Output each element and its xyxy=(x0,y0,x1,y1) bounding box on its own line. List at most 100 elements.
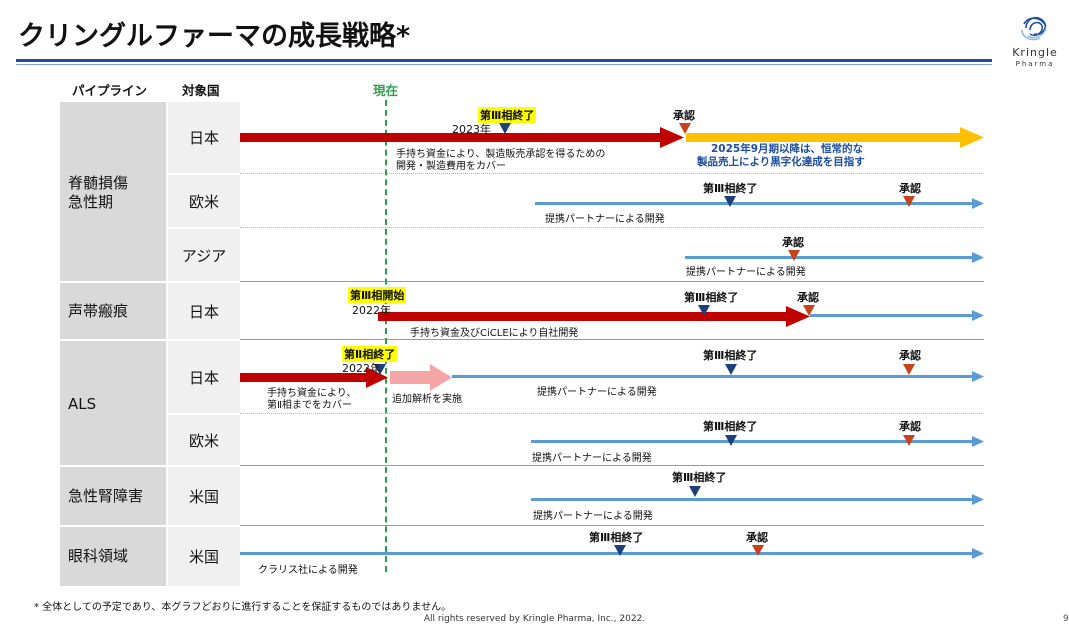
als-japan-phase2-end-marker xyxy=(374,364,386,375)
page-title: クリングルファーマの成長戦略* xyxy=(18,21,411,52)
vocal-japan-red-arrow xyxy=(378,306,810,327)
row-separator xyxy=(240,173,984,174)
pipeline-name-als: ALS xyxy=(68,395,97,413)
sci-asia-approval-label: 承認 xyxy=(782,236,804,249)
header-pipeline: パイプライン xyxy=(72,83,148,98)
vocal-japan-year-label: 2022年 xyxy=(352,304,391,317)
pipeline-cell-als: ALS xyxy=(60,339,166,465)
copyright: All rights reserved by Kringle Pharma, I… xyxy=(423,614,646,624)
country-cell-als-west: 欧米 xyxy=(168,413,240,465)
logo-name: Kringle xyxy=(1012,46,1058,59)
row-separator xyxy=(240,339,984,340)
title-rule xyxy=(16,59,992,62)
vocal-japan-phase3-end-marker xyxy=(698,305,710,316)
sci-asia-blue-arrow xyxy=(685,252,984,263)
als-japan-year-label: 2022年 xyxy=(342,362,381,375)
kringle-logo-icon xyxy=(1021,16,1047,41)
als-japan-phase3-end-label: 第Ⅲ相終了 xyxy=(703,349,758,362)
als-japan-phase3-end-marker xyxy=(725,364,737,375)
aki-us-phase3-end-label: 第Ⅲ相終了 xyxy=(672,471,727,484)
pipeline-name-vocal: 声帯瘢痕 xyxy=(68,302,129,320)
country-cell-sci-asia: アジア xyxy=(168,227,240,281)
header-country: 対象国 xyxy=(182,83,220,98)
sci-japan-phase3-end-marker xyxy=(499,123,511,134)
country-cell-vocal-japan: 日本 xyxy=(168,281,240,339)
row-separator xyxy=(240,413,984,414)
als-japan-funding-note-1: 手持ち資金により、 xyxy=(267,388,357,399)
country-cell-ophth-us: 米国 xyxy=(168,525,240,586)
sci-west-approval-label: 承認 xyxy=(899,182,921,195)
pipeline-cell-ophth: 眼科領域 xyxy=(60,525,166,586)
aki-us-partner-note: 提携パートナーによる開発 xyxy=(533,511,653,522)
pipeline-name-sci-line1: 脊髄損傷 xyxy=(68,174,129,192)
now-label: 現在 xyxy=(373,83,399,98)
ophth-us-phase3-end-marker xyxy=(614,545,626,556)
aki-us-blue-arrow xyxy=(531,494,984,505)
pipeline-cell-sci: 脊髄損傷 急性期 xyxy=(60,100,166,281)
als-japan-additional-note: 追加解析を実施 xyxy=(392,394,462,405)
als-japan-partner-note: 提携パートナーによる開発 xyxy=(537,387,657,398)
pipeline-cell-aki: 急性腎障害 xyxy=(60,465,166,525)
ophth-us-blue-arrow xyxy=(240,548,984,559)
als-japan-blue-arrow xyxy=(452,371,984,382)
vocal-japan-phase3-end-label: 第Ⅲ相終了 xyxy=(684,291,739,304)
country-cell-aki-us: 米国 xyxy=(168,465,240,525)
ophth-us-approval-marker xyxy=(752,545,764,556)
vocal-japan-blue-arrow xyxy=(810,310,984,321)
als-west-approval-marker xyxy=(903,435,915,446)
row-separator xyxy=(240,525,984,526)
sci-japan-goal-line1: 2025年9月期以降は、恒常的な xyxy=(711,143,864,155)
als-japan-pink-arrow xyxy=(390,364,452,391)
page-number: 9 xyxy=(1063,614,1069,624)
pipeline-name-aki: 急性腎障害 xyxy=(68,487,144,505)
vocal-japan-dev-note: 手持ち資金及びCiCLEにより自社開発 xyxy=(410,328,579,339)
sci-west-phase3-end-marker xyxy=(724,196,736,207)
sci-japan-approval-label: 承認 xyxy=(673,109,695,122)
title-rule-thin xyxy=(16,64,992,65)
pipeline-name-ophth: 眼科領域 xyxy=(68,547,129,565)
sci-asia-partner-note: 提携パートナーによる開発 xyxy=(686,267,806,278)
footnote: * 全体としての予定であり、本グラフどおりに進行することを保証するものではありま… xyxy=(34,602,452,613)
als-west-phase3-end-label: 第Ⅲ相終了 xyxy=(703,420,758,433)
als-japan-phase2-end-label: 第Ⅱ相終了 xyxy=(342,346,398,362)
sci-asia-approval-marker xyxy=(788,250,800,261)
sci-japan-funding-note-1: 手持ち資金により、製造販売承認を得るための xyxy=(396,149,606,160)
sci-japan-phase3-end-label: 第Ⅲ相終了 xyxy=(478,107,537,123)
ophth-us-dev-note: クラリス社による開発 xyxy=(258,565,358,576)
pipeline-cell-vocal: 声帯瘢痕 xyxy=(60,281,166,339)
als-west-phase3-end-marker xyxy=(725,435,737,446)
sci-west-approval-marker xyxy=(903,196,915,207)
country-cell-sci-japan: 日本 xyxy=(168,100,240,173)
sci-west-blue-arrow xyxy=(535,198,984,209)
sci-japan-goal-line2: 製品売上により黒字化達成を目指す xyxy=(697,156,865,168)
now-line xyxy=(385,100,387,572)
country-cell-sci-west: 欧米 xyxy=(168,173,240,227)
als-japan-approval-marker xyxy=(903,364,915,375)
vocal-japan-phase3-start-label: 第Ⅲ相開始 xyxy=(348,287,407,303)
logo-sub: Pharma xyxy=(1015,60,1055,68)
als-west-partner-note: 提携パートナーによる開発 xyxy=(532,453,652,464)
country-cell-als-japan: 日本 xyxy=(168,339,240,413)
als-japan-funding-note-2: 第Ⅱ相までをカバー xyxy=(267,400,352,411)
company-logo: Kringle Pharma xyxy=(1004,8,1066,74)
row-separator xyxy=(240,465,984,466)
als-japan-approval-label: 承認 xyxy=(899,349,921,362)
row-separator xyxy=(240,281,984,282)
sci-japan-goal-note: 2025年9月期以降は、恒常的な 製品売上により黒字化達成を目指す xyxy=(697,143,865,169)
row-separator xyxy=(240,227,984,228)
pipeline-name-sci-line2: 急性期 xyxy=(68,193,114,211)
sci-japan-year-label: 2023年 xyxy=(452,123,491,136)
sci-japan-red-arrow xyxy=(240,127,684,148)
als-west-blue-arrow xyxy=(531,436,984,447)
sci-japan-funding-note-2: 開発・製造費用をカバー xyxy=(396,161,506,172)
vocal-japan-approval-marker xyxy=(803,305,815,316)
aki-us-phase3-end-marker xyxy=(689,486,701,497)
sci-japan-yellow-arrow xyxy=(686,127,984,148)
als-west-approval-label: 承認 xyxy=(899,420,921,433)
sci-japan-approval-marker xyxy=(679,123,691,134)
vocal-japan-approval-label: 承認 xyxy=(797,291,819,304)
ophth-us-phase3-end-label: 第Ⅲ相終了 xyxy=(589,531,644,544)
als-japan-red-arrow xyxy=(240,367,388,388)
ophth-us-approval-label: 承認 xyxy=(746,531,768,544)
